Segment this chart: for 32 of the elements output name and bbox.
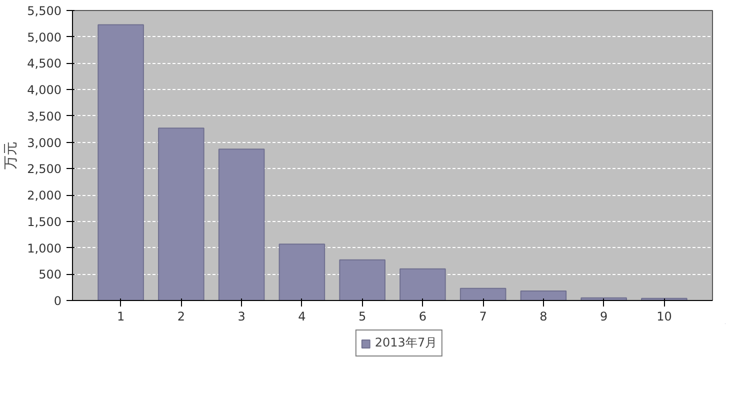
bar: [218, 148, 265, 300]
bar: [400, 268, 446, 300]
x-tick-label: 4: [298, 310, 306, 324]
y-axis-title: 万元: [3, 142, 20, 170]
y-tick-label: 5,000: [27, 30, 62, 44]
y-tick-label: 2,500: [27, 162, 62, 176]
legend-label: 2013年7月: [374, 334, 438, 352]
bar: [98, 24, 144, 300]
bar: [520, 290, 567, 300]
y-tick-label: 4,000: [27, 83, 62, 98]
x-tick-label: 10: [656, 310, 672, 324]
y-tick-label: 3,000: [27, 136, 62, 150]
y-tick-label: 1,500: [27, 214, 62, 229]
x-tick-label: 7: [479, 310, 487, 324]
y-tick-label: 4,500: [27, 56, 62, 71]
y-tick-label: 2,000: [27, 188, 62, 203]
x-tick-label: 3: [238, 310, 246, 324]
x-tick-label: 8: [540, 310, 548, 324]
y-tick-label: 3,500: [27, 109, 62, 124]
bar: [278, 244, 326, 300]
y-tick-label: 1,000: [27, 241, 62, 256]
x-tick-label: 6: [418, 310, 427, 324]
bar: [158, 128, 204, 300]
bar: [339, 259, 386, 300]
x-tick-label: 9: [600, 310, 608, 324]
y-tick-label: 500: [38, 268, 62, 282]
x-tick-label: 5: [358, 310, 366, 324]
x-tick-label: 2: [177, 310, 185, 324]
x-tick-label: 1: [116, 310, 125, 324]
y-tick-label: 5,500: [27, 4, 62, 18]
bar: [460, 288, 506, 300]
y-tick-label: 0: [54, 294, 62, 308]
